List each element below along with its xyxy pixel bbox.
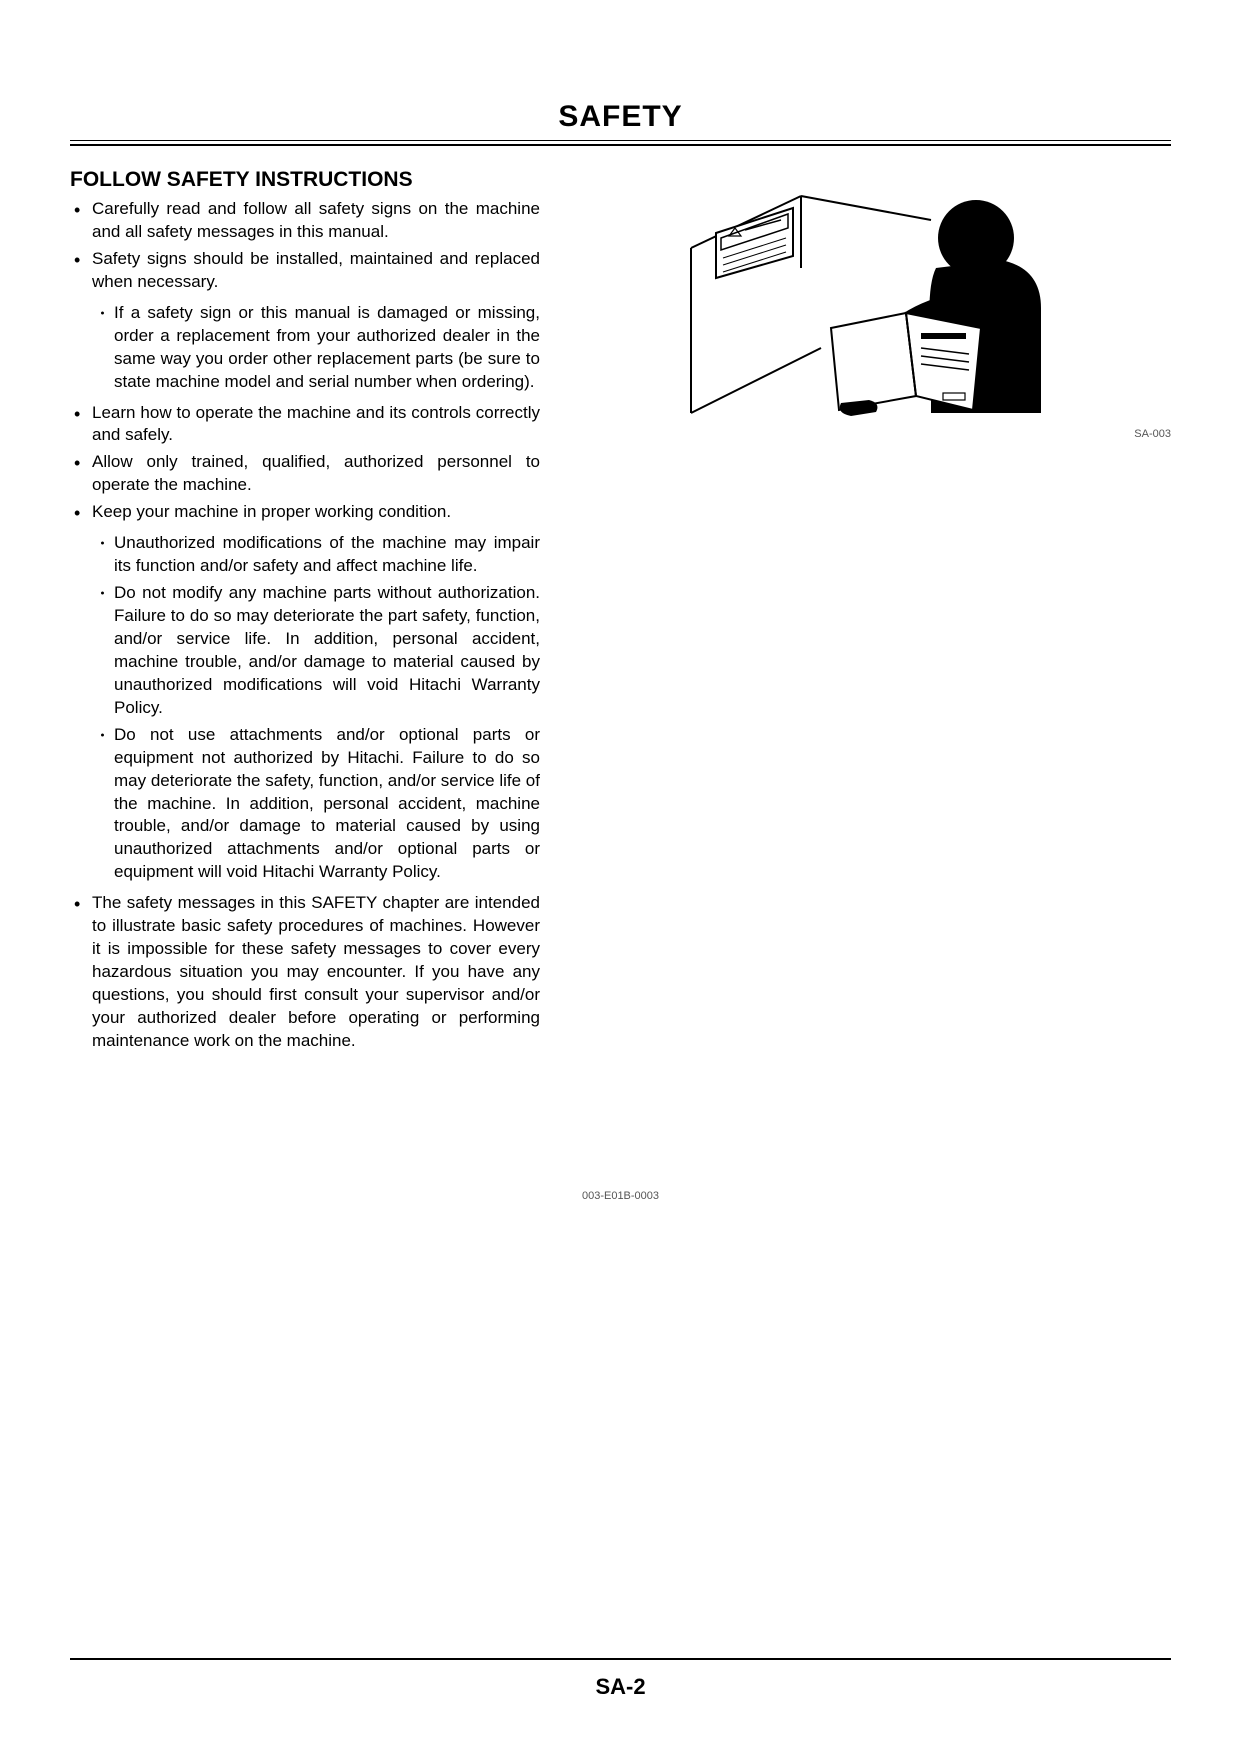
sub-list-item: Do not use attachments and/or optional p… xyxy=(114,724,540,885)
list-item-text: The safety messages in this SAFETY chapt… xyxy=(92,893,540,1050)
bullet-list: Carefully read and follow all safety sig… xyxy=(70,198,540,1053)
figure-column: SA-003 xyxy=(560,168,1171,428)
sub-list-item: Unauthorized modifications of the machin… xyxy=(114,532,540,578)
sub-list-item: If a safety sign or this manual is damag… xyxy=(114,302,540,394)
list-item-text: Carefully read and follow all safety sig… xyxy=(92,199,540,241)
sub-list: Unauthorized modifications of the machin… xyxy=(92,532,540,884)
sub-list-item-text: Unauthorized modifications of the machin… xyxy=(114,533,540,575)
sub-list: If a safety sign or this manual is damag… xyxy=(92,302,540,394)
sub-list-item-text: If a safety sign or this manual is damag… xyxy=(114,303,540,391)
document-code: 003-E01B-0003 xyxy=(582,1190,659,1202)
list-item: The safety messages in this SAFETY chapt… xyxy=(92,892,540,1053)
sub-list-item-text: Do not modify any machine parts without … xyxy=(114,583,540,717)
list-item: Safety signs should be installed, mainta… xyxy=(92,248,540,394)
list-item-text: Allow only trained, qualified, authorize… xyxy=(92,452,540,494)
safety-illustration xyxy=(681,178,1051,428)
page: SAFETY FOLLOW SAFETY INSTRUCTIONS Carefu… xyxy=(0,0,1241,1755)
section-heading: FOLLOW SAFETY INSTRUCTIONS xyxy=(70,168,540,192)
text-column: FOLLOW SAFETY INSTRUCTIONS Carefully rea… xyxy=(70,168,540,1057)
list-item: Allow only trained, qualified, authorize… xyxy=(92,451,540,497)
footer-rule xyxy=(70,1658,1171,1660)
list-item-text: Keep your machine in proper working cond… xyxy=(92,502,451,521)
list-item-text: Learn how to operate the machine and its… xyxy=(92,403,540,445)
list-item: Learn how to operate the machine and its… xyxy=(92,402,540,448)
reader-icon xyxy=(681,178,1051,428)
page-number: SA-2 xyxy=(0,1674,1241,1700)
content-row: FOLLOW SAFETY INSTRUCTIONS Carefully rea… xyxy=(70,168,1171,1057)
header-rule xyxy=(70,140,1171,146)
sub-list-item-text: Do not use attachments and/or optional p… xyxy=(114,725,540,882)
sub-list-item: Do not modify any machine parts without … xyxy=(114,582,540,720)
list-item-text: Safety signs should be installed, mainta… xyxy=(92,249,540,291)
list-item: Carefully read and follow all safety sig… xyxy=(92,198,540,244)
page-title: SAFETY xyxy=(70,100,1171,140)
figure-caption: SA-003 xyxy=(1134,428,1171,440)
list-item: Keep your machine in proper working cond… xyxy=(92,501,540,884)
